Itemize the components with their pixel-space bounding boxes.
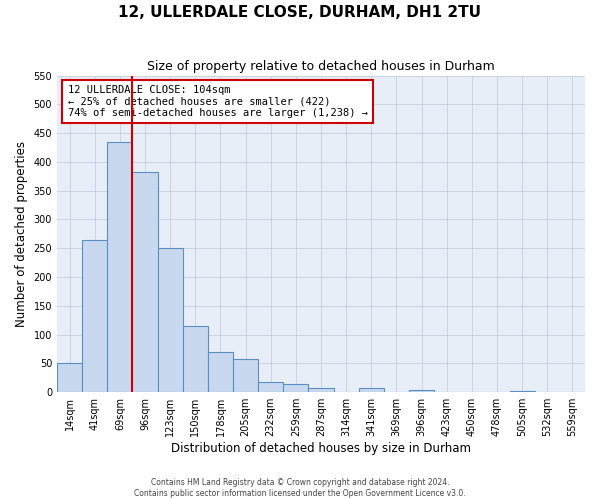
Bar <box>107 142 133 392</box>
Bar <box>208 352 233 392</box>
Text: 12, ULLERDALE CLOSE, DURHAM, DH1 2TU: 12, ULLERDALE CLOSE, DURHAM, DH1 2TU <box>119 5 482 20</box>
Bar <box>183 326 208 392</box>
Bar <box>509 391 535 392</box>
Bar <box>158 248 183 392</box>
Text: 12 ULLERDALE CLOSE: 104sqm
← 25% of detached houses are smaller (422)
74% of sem: 12 ULLERDALE CLOSE: 104sqm ← 25% of deta… <box>68 85 368 118</box>
Bar <box>82 240 107 392</box>
Bar <box>233 359 258 392</box>
X-axis label: Distribution of detached houses by size in Durham: Distribution of detached houses by size … <box>171 442 471 455</box>
Bar <box>409 390 434 392</box>
Bar <box>308 388 334 392</box>
Y-axis label: Number of detached properties: Number of detached properties <box>15 141 28 327</box>
Bar <box>57 364 82 392</box>
Title: Size of property relative to detached houses in Durham: Size of property relative to detached ho… <box>147 60 495 73</box>
Bar <box>283 384 308 392</box>
Bar <box>133 172 158 392</box>
Bar <box>258 382 283 392</box>
Text: Contains HM Land Registry data © Crown copyright and database right 2024.
Contai: Contains HM Land Registry data © Crown c… <box>134 478 466 498</box>
Bar <box>359 388 384 392</box>
